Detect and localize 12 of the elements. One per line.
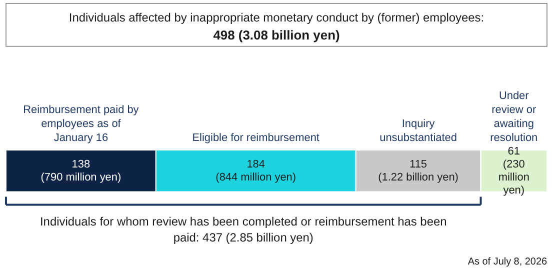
chart-subtitle: 498 (3.08 billion yen): [213, 27, 340, 42]
data-label: 61 (230 million yen): [498, 145, 530, 196]
text: Individuals for whom review has been completed or reimbursement has been paid: 437 (2.85 billion yen): [40, 214, 447, 245]
chart-title: Individuals affected by inappropriate monetary conduct by (former) employees:: [68, 10, 484, 24]
series-label: Eligible for reimbursement: [192, 132, 320, 144]
series-label: Inquiry unsubstantiated: [380, 118, 457, 144]
data-label: 184 (844 million yen): [216, 158, 296, 184]
series-label: Under review or awaiting resolution: [490, 90, 538, 144]
data-label: 115 (1.22 billion yen): [378, 158, 458, 184]
data-label: 138 (790 million yen): [40, 158, 122, 184]
series-label: Reimbursement paid by employees as of January 16: [23, 104, 140, 144]
text: As of July 8, 2026: [468, 256, 548, 268]
